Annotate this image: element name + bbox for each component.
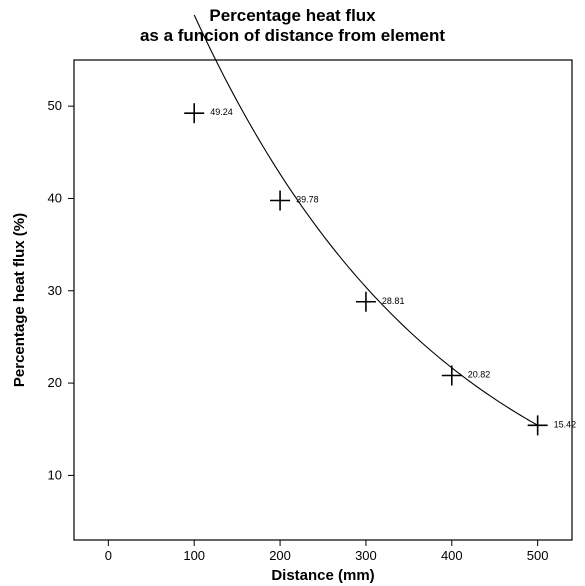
x-tick-label: 400 — [441, 548, 463, 563]
x-axis-ticks: 0 100 200 300 400 500 — [105, 540, 549, 563]
plot-area — [74, 60, 572, 540]
y-tick-label: 50 — [48, 98, 62, 113]
y-tick-label: 40 — [48, 190, 62, 205]
chart-container: Percentage heat flux as a funcion of dis… — [0, 0, 585, 586]
chart-title-line1: Percentage heat flux — [0, 6, 585, 26]
x-tick-label: 200 — [269, 548, 291, 563]
data-point-label: 15.42 — [554, 419, 577, 429]
x-axis-label: Distance (mm) — [271, 567, 374, 584]
data-point-label: 39.78 — [296, 194, 319, 204]
y-axis-label: Percentage heat flux (%) — [11, 213, 28, 387]
y-tick-label: 30 — [48, 283, 62, 298]
x-tick-label: 100 — [183, 548, 205, 563]
x-tick-label: 500 — [527, 548, 549, 563]
y-tick-label: 20 — [48, 375, 62, 390]
chart-svg: 0 100 200 300 400 500 10 20 30 40 50 Distance (mm… — [0, 0, 585, 586]
data-point-label: 20.82 — [468, 370, 491, 380]
chart-title: Percentage heat flux as a funcion of dis… — [0, 6, 585, 45]
data-point-label: 49.24 — [210, 107, 233, 117]
chart-title-line2: as a funcion of distance from element — [0, 26, 585, 46]
y-tick-label: 10 — [48, 467, 62, 482]
y-axis-ticks: 10 20 30 40 50 — [48, 98, 74, 482]
data-point-label: 28.81 — [382, 296, 405, 306]
x-tick-label: 0 — [105, 548, 112, 563]
x-tick-label: 300 — [355, 548, 377, 563]
